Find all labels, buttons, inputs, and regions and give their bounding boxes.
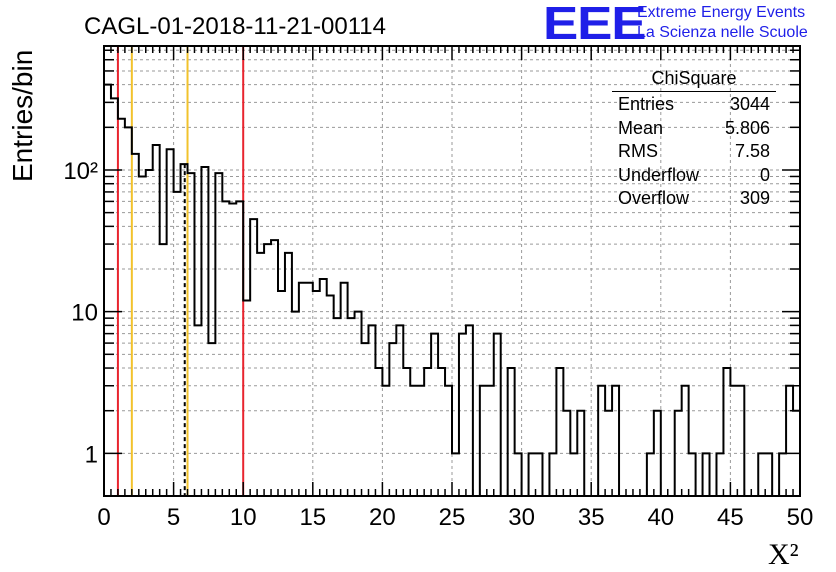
stats-row-entries: Entries 3044 [612, 93, 776, 117]
y-tick-label: 10 [71, 300, 98, 327]
x-tick-label: 0 [97, 504, 110, 531]
x-tick-label: 30 [508, 504, 535, 531]
x-tick-label: 45 [717, 504, 744, 531]
x-tick-label: 10 [230, 504, 257, 531]
x-tick-label: 5 [167, 504, 180, 531]
chart-title: CAGL-01-2018-11-21-00114 [84, 13, 386, 40]
reference-lines [116, 46, 245, 496]
x-tick-label: 35 [578, 504, 605, 531]
stats-value: 0 [759, 164, 770, 185]
stats-label: RMS [618, 141, 658, 161]
eee-logo: EEE Extreme Energy Events La Scienza nel… [543, 0, 833, 49]
x-tick-label: 25 [439, 504, 466, 531]
stats-label: Entries [618, 94, 675, 114]
histogram-outline [104, 83, 801, 497]
x-tick-label: 50 [787, 504, 814, 531]
stats-value: 7.58 [734, 141, 770, 161]
x-axis-label: X² [768, 538, 799, 571]
y-tick-label: 10² [63, 158, 98, 185]
axis-ticks: 0 5 10 15 20 25 30 35 40 45 50 1 10 10² [63, 46, 813, 531]
y-tick-label: 1 [85, 441, 98, 468]
stats-value: 5.806 [724, 117, 770, 138]
stats-row-overflow: Overflow 309 [612, 187, 776, 211]
x-tick-label: 15 [299, 504, 326, 531]
stats-row-mean: Mean 5.806 [612, 117, 776, 141]
stats-box: ChiSquare Entries 3044 Mean 5.806 RMS 7.… [612, 68, 776, 211]
stats-label: Overflow [618, 188, 690, 208]
logo-mark: EEE [543, 0, 647, 49]
logo-text-line-2: La Scienza nelle Scuole [637, 24, 808, 41]
stats-value: 309 [739, 188, 770, 208]
stats-label: Mean [618, 117, 664, 138]
grid [104, 46, 800, 496]
stats-row-rms: RMS 7.58 [612, 140, 776, 164]
x-tick-label: 20 [369, 504, 396, 531]
logo-text-line-1: Extreme Energy Events [637, 4, 806, 21]
stats-row-underflow: Underflow 0 [612, 164, 776, 188]
y-axis-label: Entries/bin [7, 50, 38, 182]
stats-label: Underflow [618, 164, 700, 185]
stats-value: 3044 [729, 94, 770, 114]
x-tick-label: 40 [647, 504, 674, 531]
stats-title: ChiSquare [612, 68, 776, 92]
